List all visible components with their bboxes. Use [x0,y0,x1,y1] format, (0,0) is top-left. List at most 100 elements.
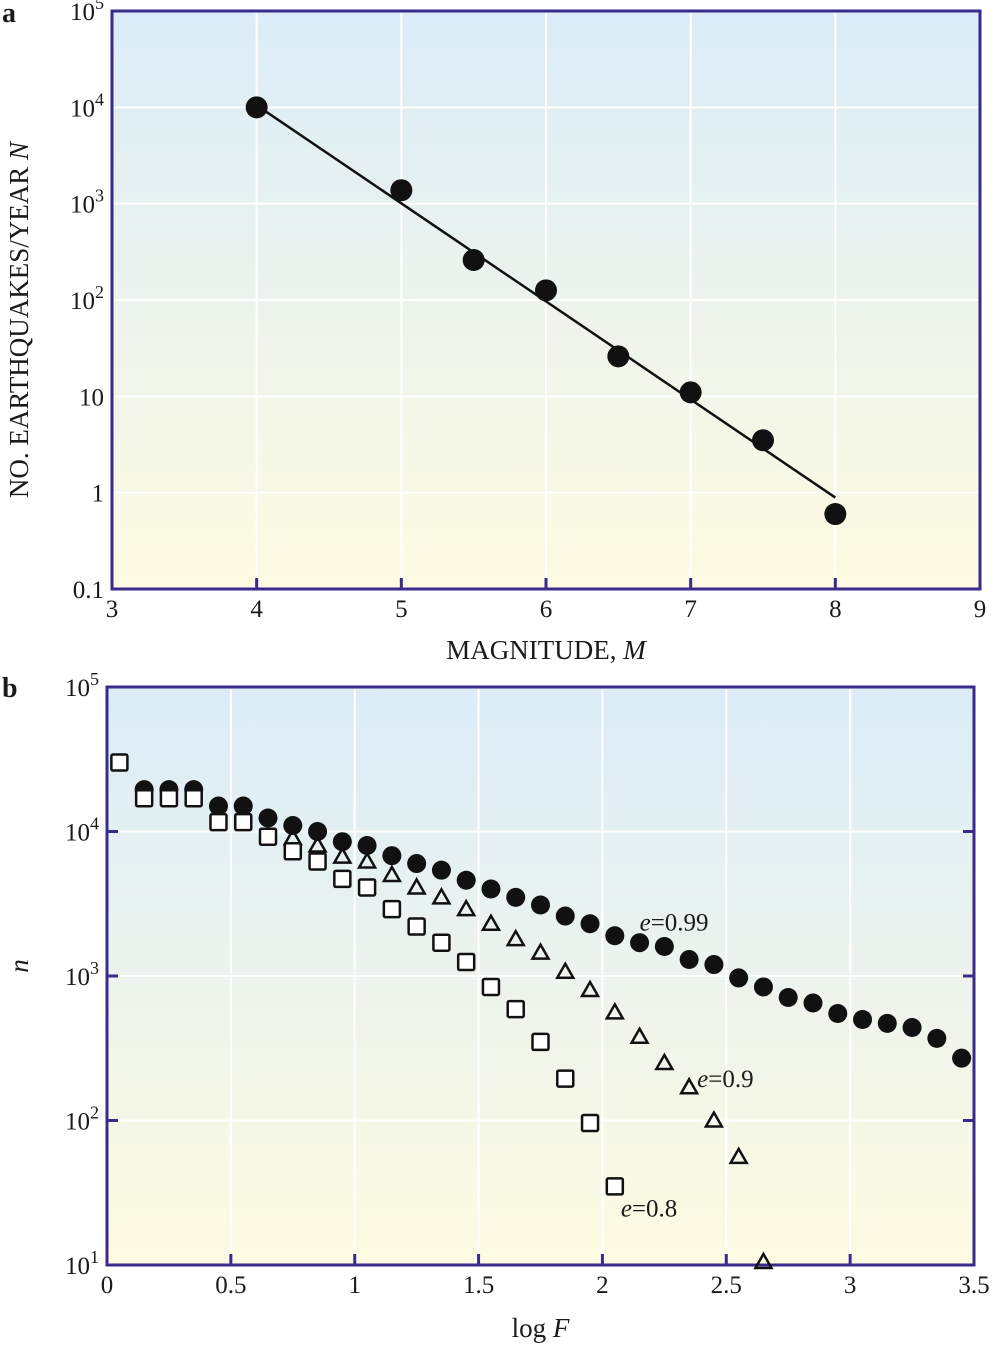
data-point-circle [283,816,303,836]
data-point-circle [555,906,575,926]
panel-letter-a: a [2,0,16,29]
y-tick-label-base: 10 [65,820,90,847]
series-label-e099: e=0.99 [640,910,709,937]
x-tick-label: 2.5 [711,1272,742,1299]
data-point-triangle [629,1026,650,1044]
data-point-circle [630,933,650,953]
data-point-circle [382,846,402,866]
y-tick-label-exponent: 3 [95,186,104,206]
data-point-circle [902,1018,922,1038]
y-tick-label-base: 10 [65,964,90,991]
series-label-e099-value: =0.99 [651,910,709,937]
y-tick-label: 103 [65,958,99,991]
data-point-square [605,1177,625,1196]
data-point-circle [605,926,625,946]
y-tick-label-exponent: 5 [90,669,99,689]
y-tick-label-exponent: 5 [95,0,104,13]
y-tick-label-base: 10 [70,192,95,219]
y-tick-label-base: 10 [65,1253,90,1280]
series-label-e099-var: e [640,910,651,937]
series-e-0-8 [110,753,625,1196]
data-point-square [209,812,228,832]
data-point-square [531,1032,550,1052]
y-tick-label-base: 10 [70,95,95,122]
data-point-triangle [356,850,378,869]
data-point-circle [332,832,352,852]
data-point-triangle [307,834,328,853]
data-point-circle [390,179,413,202]
data-point-square [233,812,253,832]
ticks-a [255,578,837,589]
data-point-triangle [332,846,353,864]
data-point-circle [753,977,773,997]
y-axis-title-a-text: NO. EARTHQUAKES/YEAR [4,160,34,498]
data-point-square [159,788,179,808]
data-point-circle [258,808,278,828]
y-tick-label-exponent: 4 [95,89,104,109]
y-tick-label: 1 [92,481,105,508]
series-fit [255,104,837,499]
series-label-e09-value: =0.9 [708,1066,753,1093]
data-point-circle [729,968,749,988]
x-axis-title-b: log F [512,1313,570,1343]
data-point-circle [607,345,630,368]
x-axis-title-b-var: F [552,1313,570,1343]
data-point-circle [506,887,526,907]
data-point-square [110,753,129,772]
y-tick-label: 10 [79,384,104,411]
x-tick-label: 1.5 [463,1272,494,1299]
data-point-square [580,1113,600,1133]
y-tick-label: 102 [70,282,104,315]
series-e-0-99 [134,780,972,1068]
marks-a [245,96,847,526]
grid-b [109,689,972,1263]
data-point-circle [357,836,377,856]
y-tick-label-exponent: 2 [95,282,104,302]
data-point-square [506,999,525,1019]
data-point-circle [535,279,557,302]
axis-frame-a [110,9,982,591]
data-point-circle [462,249,485,272]
data-point-square [308,852,327,871]
data-point-circle [952,1048,972,1068]
x-tick-label: 1 [348,1272,361,1299]
x-tick-label: 7 [684,596,697,623]
y-tick-label: 103 [70,186,104,219]
data-point-circle [704,955,724,975]
data-point-circle [824,503,847,526]
y-tick-label-base: 10 [65,1109,90,1136]
y-tick-label: 0.1 [73,577,104,604]
y-tick-label: 105 [65,669,99,702]
data-point-square [333,869,352,889]
x-tick-label: 8 [829,596,842,623]
ticks-b [107,830,974,1265]
data-point-triangle [530,942,551,960]
series-label-e09-var: e [697,1066,708,1093]
y-tick-label-exponent: 2 [90,1103,99,1123]
axis-frame-b [105,685,976,1267]
data-point-circle [828,1004,848,1024]
data-point-square [407,917,426,936]
x-axis-title-b-text: log [512,1313,553,1343]
x-tick-label: 0.5 [215,1272,246,1299]
data-point-circle [803,993,823,1013]
x-tick-label: 2 [596,1272,609,1299]
data-point-circle [308,822,328,841]
x-tick-label: 3.5 [958,1272,989,1299]
data-point-circle [481,879,501,899]
data-point-square [456,952,476,972]
y-tick-label: 104 [70,89,104,122]
y-tick-label-exponent: 1 [90,1247,99,1267]
data-point-circle [407,854,427,874]
data-point-triangle [456,898,477,917]
y-tick-label-base: 1 [92,481,105,508]
data-point-triangle [431,886,452,905]
y-axis-title-b: n [4,959,34,973]
data-point-circle [853,1009,873,1029]
data-point-triangle [406,876,427,895]
panel-letter-b: b [2,673,18,704]
